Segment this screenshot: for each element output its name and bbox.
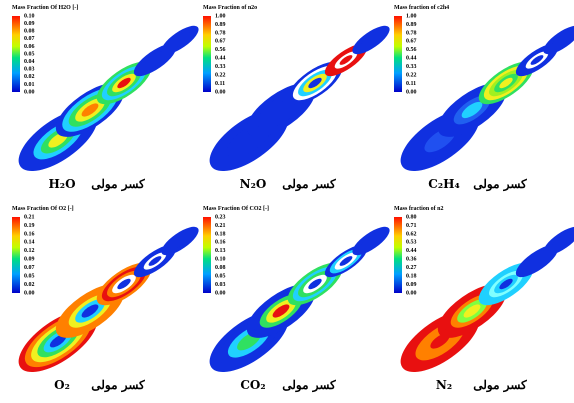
colorbar-tick-label: 0.08: [215, 265, 226, 271]
colorbar-tick-label: 0.03: [215, 282, 226, 288]
colorbar-tick-label: 0.00: [24, 290, 35, 296]
panel: Mass Fraction Of O2 [-] 0.21 0.19 0.16 0.14 0…: [9, 206, 203, 393]
caption-species: N₂: [436, 378, 452, 392]
panel: Mass Fraction of n2o 1.00 0.89 0.78 0.67 0.56…: [200, 5, 394, 192]
colorbar-tick-label: 0.71: [406, 223, 417, 229]
colorbar-tick-label: 0.03: [24, 67, 35, 73]
colorbar-tick-label: 0.13: [215, 248, 226, 254]
colorbar-tick-label: 0.21: [24, 214, 35, 220]
colorbar-tick-label: 0.56: [406, 47, 417, 53]
colorbar-title: Mass Fraction Of H2O [-]: [12, 5, 78, 11]
caption-species: CO₂: [240, 378, 265, 392]
colorbar-tick-label: 0.00: [215, 89, 226, 95]
colorbar-tick-label: 0.44: [406, 56, 417, 62]
colorbar-tick-label: 0.11: [215, 81, 225, 87]
panel: Mass Fraction Of H2O [-] 0.10 0.09 0.080.07…: [9, 5, 203, 192]
colorbar-tick-label: 0.01: [24, 82, 35, 88]
colorbar-title: Mass Fraction Of O2 [-]: [12, 206, 74, 212]
colorbar-tick-label: 0.78: [406, 30, 417, 36]
colorbar-title: Mass fraction of c2h4: [394, 5, 449, 11]
colorbar: [203, 217, 211, 293]
colorbar-tick-label: 0.56: [215, 47, 226, 53]
colorbar-tick-label: 0.62: [406, 231, 417, 237]
colorbar-title: Mass Fraction of n2o: [203, 5, 257, 11]
colorbar-tick-label: 0.09: [406, 282, 417, 288]
caption-label: کسر مولی: [473, 177, 527, 192]
colorbar-tick-label: 0.18: [215, 231, 226, 237]
colorbar-tick-label: 0.04: [24, 59, 35, 65]
colorbar-tick-label: 0.00: [215, 290, 226, 296]
colorbar-tick-label: 0.00: [406, 89, 417, 95]
caption-label: کسر مولی: [91, 177, 145, 192]
colorbar-title: Mass Fraction Of CO2 [-]: [203, 206, 269, 212]
colorbar-tick-label: 0.44: [406, 248, 417, 254]
colorbar-title: Mass fraction of n2: [394, 206, 444, 212]
colorbar-tick-label: 0.09: [24, 257, 35, 263]
colorbar-tick-label: 0.07: [24, 36, 35, 42]
colorbar-tick-label: 0.22: [406, 72, 417, 78]
colorbar: [12, 16, 20, 92]
colorbar-tick-label: 0.36: [406, 257, 417, 263]
caption-species: O₂: [54, 378, 70, 392]
colorbar-tick-label: 0.89: [215, 22, 226, 28]
colorbar-tick-label: 0.10: [24, 13, 35, 19]
colorbar-tick-label: 0.05: [24, 273, 35, 279]
colorbar-tick-label: 0.16: [24, 231, 35, 237]
colorbar-tick-label: 0.05: [215, 273, 226, 279]
panel: Mass Fraction Of CO2 [-] 0.23 0.21 0.18 0.16…: [200, 206, 394, 393]
colorbar-tick-label: 0.00: [406, 290, 417, 296]
colorbar-tick-label: 0.05: [24, 51, 35, 57]
colorbar-tick-label: 0.78: [215, 30, 226, 36]
caption-label: کسر مولی: [282, 177, 336, 192]
colorbar-tick-label: 0.14: [24, 240, 35, 246]
caption-label: کسر مولی: [473, 378, 527, 393]
colorbar-tick-label: 0.12: [24, 248, 35, 254]
colorbar: [394, 217, 402, 293]
colorbar-tick-label: 0.11: [406, 81, 416, 87]
contour: [157, 21, 202, 59]
colorbar-tick-label: 0.02: [24, 74, 35, 80]
colorbar-tick-label: 0.02: [24, 282, 35, 288]
colorbar-tick-label: 0.44: [215, 56, 226, 62]
colorbar-tick-label: 0.27: [406, 265, 417, 271]
colorbar: [12, 217, 20, 293]
colorbar-tick-label: 0.67: [406, 39, 417, 45]
colorbar-tick-label: 0.08: [24, 29, 35, 35]
colorbar-tick-label: 0.80: [406, 214, 417, 220]
colorbar-tick-label: 1.00: [215, 13, 226, 19]
contour: [157, 222, 202, 260]
colorbar-tick-label: 0.33: [215, 64, 226, 70]
figure: Mass Fraction Of H2O [-]0.100.090.080.07…: [0, 0, 574, 403]
colorbar-tick-label: 0.18: [406, 273, 417, 279]
colorbar-tick-label: 0.22: [215, 72, 226, 78]
colorbar-tick-label: 0.16: [215, 240, 226, 246]
colorbar-tick-label: 0.23: [215, 214, 226, 220]
colorbar: [203, 16, 211, 92]
caption-label: کسر مولی: [91, 378, 145, 393]
colorbar-tick-label: 0.09: [24, 21, 35, 27]
contour: [348, 222, 393, 260]
colorbar-tick-label: 0.21: [215, 223, 226, 229]
colorbar-tick-label: 0.19: [24, 223, 35, 229]
colorbar-tick-label: 0.07: [24, 265, 35, 271]
colorbar: [394, 16, 402, 92]
caption-label: کسر مولی: [282, 378, 336, 393]
colorbar-tick-label: 0.67: [215, 39, 226, 45]
caption-species: C₂H₄: [428, 177, 459, 191]
colorbar-tick-label: 0.89: [406, 22, 417, 28]
colorbar-tick-label: 0.53: [406, 240, 417, 246]
colorbar-tick-label: 0.10: [215, 257, 226, 263]
colorbar-tick-label: 1.00: [406, 13, 417, 19]
caption-species: H₂O: [48, 177, 75, 191]
colorbar-tick-label: 0.33: [406, 64, 417, 70]
colorbar-tick-label: 0.00: [24, 89, 35, 95]
caption-species: N₂O: [240, 177, 267, 191]
colorbar-tick-label: 0.06: [24, 44, 35, 50]
panel: Mass fraction of n2 0.80 0.71 0.62 0.53 0.44 0…: [391, 206, 574, 393]
panel: Mass fraction of c2h4 1.00 0.89 0.78 0.67 0.5…: [391, 5, 574, 192]
contour: [348, 21, 393, 59]
